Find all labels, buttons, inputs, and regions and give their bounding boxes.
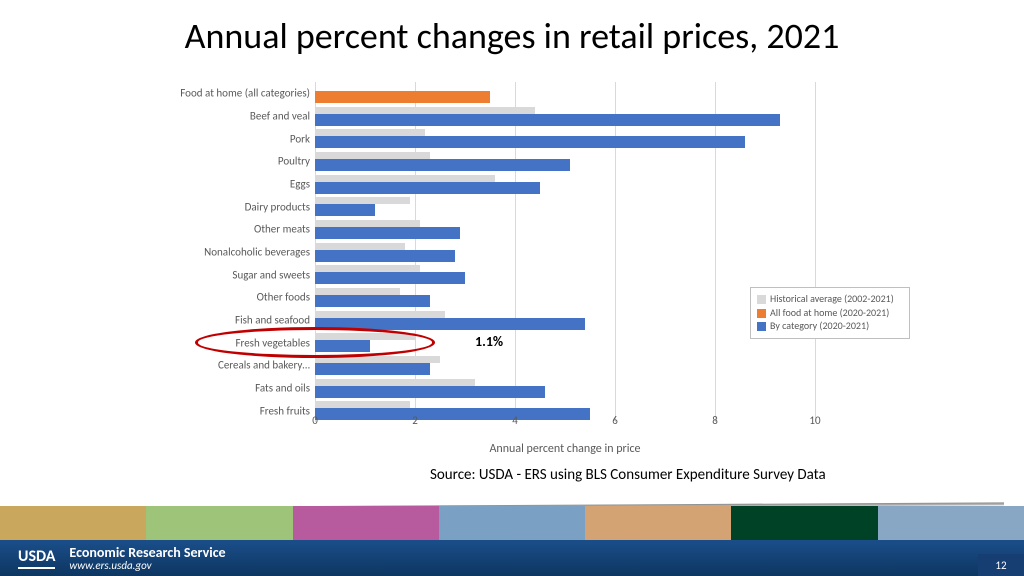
footer-image-placeholder <box>878 506 1024 544</box>
value-bar <box>315 272 465 284</box>
page-number: 12 <box>978 554 1024 576</box>
legend-swatch <box>757 322 766 331</box>
x-tick-label: 8 <box>712 414 718 427</box>
chart-row: Cereals and bakery… <box>315 354 815 377</box>
historical-bar <box>315 311 445 318</box>
category-label: Pork <box>130 132 310 145</box>
org-name: Economic Research Service <box>69 546 225 560</box>
category-label: Sugar and sweets <box>130 268 310 281</box>
value-bar <box>315 227 460 239</box>
footer-image-placeholder <box>0 506 146 544</box>
chart-row: Fish and seafood <box>315 309 815 332</box>
value-bar <box>315 386 545 398</box>
category-label: Fats and oils <box>130 381 310 394</box>
chart-row: Other foods <box>315 286 815 309</box>
category-label: Eggs <box>130 177 310 190</box>
legend-item: By category (2020-2021) <box>757 320 903 333</box>
chart-row: Eggs <box>315 173 815 196</box>
category-label: Fresh fruits <box>130 404 310 417</box>
category-label: Fish and seafood <box>130 313 310 326</box>
org-url: www.ers.usda.gov <box>69 560 225 571</box>
category-label: Nonalcoholic beverages <box>130 245 310 258</box>
legend-swatch <box>757 309 766 318</box>
category-label: Other meats <box>130 223 310 236</box>
x-tick-label: 2 <box>412 414 418 427</box>
value-bar <box>315 136 745 148</box>
category-label: Food at home (all categories) <box>130 87 310 100</box>
category-label: Cereals and bakery… <box>130 359 310 372</box>
chart-row: Nonalcoholic beverages <box>315 241 815 264</box>
historical-bar <box>315 152 430 159</box>
historical-bar <box>315 220 420 227</box>
category-label: Beef and veal <box>130 109 310 122</box>
chart-legend: Historical average (2002-2021)All food a… <box>750 287 910 339</box>
legend-label: All food at home (2020-2021) <box>770 307 889 320</box>
value-bar <box>315 182 540 194</box>
footer-image-placeholder <box>585 506 731 544</box>
value-annotation: 1.1% <box>475 333 503 350</box>
historical-bar <box>315 129 425 136</box>
price-change-chart: Food at home (all categories)Beef and ve… <box>130 72 870 462</box>
historical-bar <box>315 107 535 114</box>
footer-image-placeholder <box>731 506 877 544</box>
chart-row: Food at home (all categories) <box>315 82 815 105</box>
category-label: Dairy products <box>130 200 310 213</box>
chart-row: Sugar and sweets <box>315 263 815 286</box>
value-bar <box>315 114 780 126</box>
value-bar <box>315 408 590 420</box>
historical-bar <box>315 265 420 272</box>
legend-swatch <box>757 295 766 304</box>
value-bar <box>315 204 375 216</box>
gridline <box>815 82 816 422</box>
chart-row: Fats and oils <box>315 377 815 400</box>
historical-bar <box>315 197 410 204</box>
legend-item: Historical average (2002-2021) <box>757 293 903 306</box>
value-bar <box>315 295 430 307</box>
footer-image-placeholder <box>439 506 585 544</box>
footer-image-strip <box>0 506 1024 544</box>
value-bar <box>315 250 455 262</box>
slide-footer: USDA Economic Research Service www.ers.u… <box>0 521 1024 576</box>
slide-title: Annual percent changes in retail prices,… <box>0 0 1024 66</box>
footer-image-placeholder <box>293 506 439 544</box>
historical-bar <box>315 288 400 295</box>
category-label: Poultry <box>130 155 310 168</box>
category-label: Other foods <box>130 291 310 304</box>
legend-label: Historical average (2002-2021) <box>770 293 894 306</box>
chart-row: Dairy products <box>315 195 815 218</box>
x-tick-label: 0 <box>312 414 318 427</box>
source-citation: Source: USDA - ERS using BLS Consumer Ex… <box>430 466 826 484</box>
footer-bar: USDA Economic Research Service www.ers.u… <box>0 540 1024 576</box>
value-bar <box>315 159 570 171</box>
x-tick-label: 6 <box>612 414 618 427</box>
chart-row: Pork <box>315 127 815 150</box>
highlight-oval <box>195 327 435 358</box>
chart-row: Fresh fruits <box>315 399 815 422</box>
footer-image-placeholder <box>146 506 292 544</box>
x-axis-label: Annual percent change in price <box>315 442 815 456</box>
chart-row: Other meats <box>315 218 815 241</box>
historical-bar <box>315 175 495 182</box>
historical-bar <box>315 379 475 386</box>
value-bar <box>315 91 490 103</box>
x-tick-label: 4 <box>512 414 518 427</box>
chart-row: Beef and veal <box>315 105 815 128</box>
chart-row: Poultry <box>315 150 815 173</box>
legend-label: By category (2020-2021) <box>770 320 869 333</box>
x-tick-label: 10 <box>809 414 820 427</box>
value-bar <box>315 363 430 375</box>
legend-item: All food at home (2020-2021) <box>757 307 903 320</box>
historical-bar <box>315 401 410 408</box>
historical-bar <box>315 243 405 250</box>
usda-logo: USDA <box>18 547 55 569</box>
